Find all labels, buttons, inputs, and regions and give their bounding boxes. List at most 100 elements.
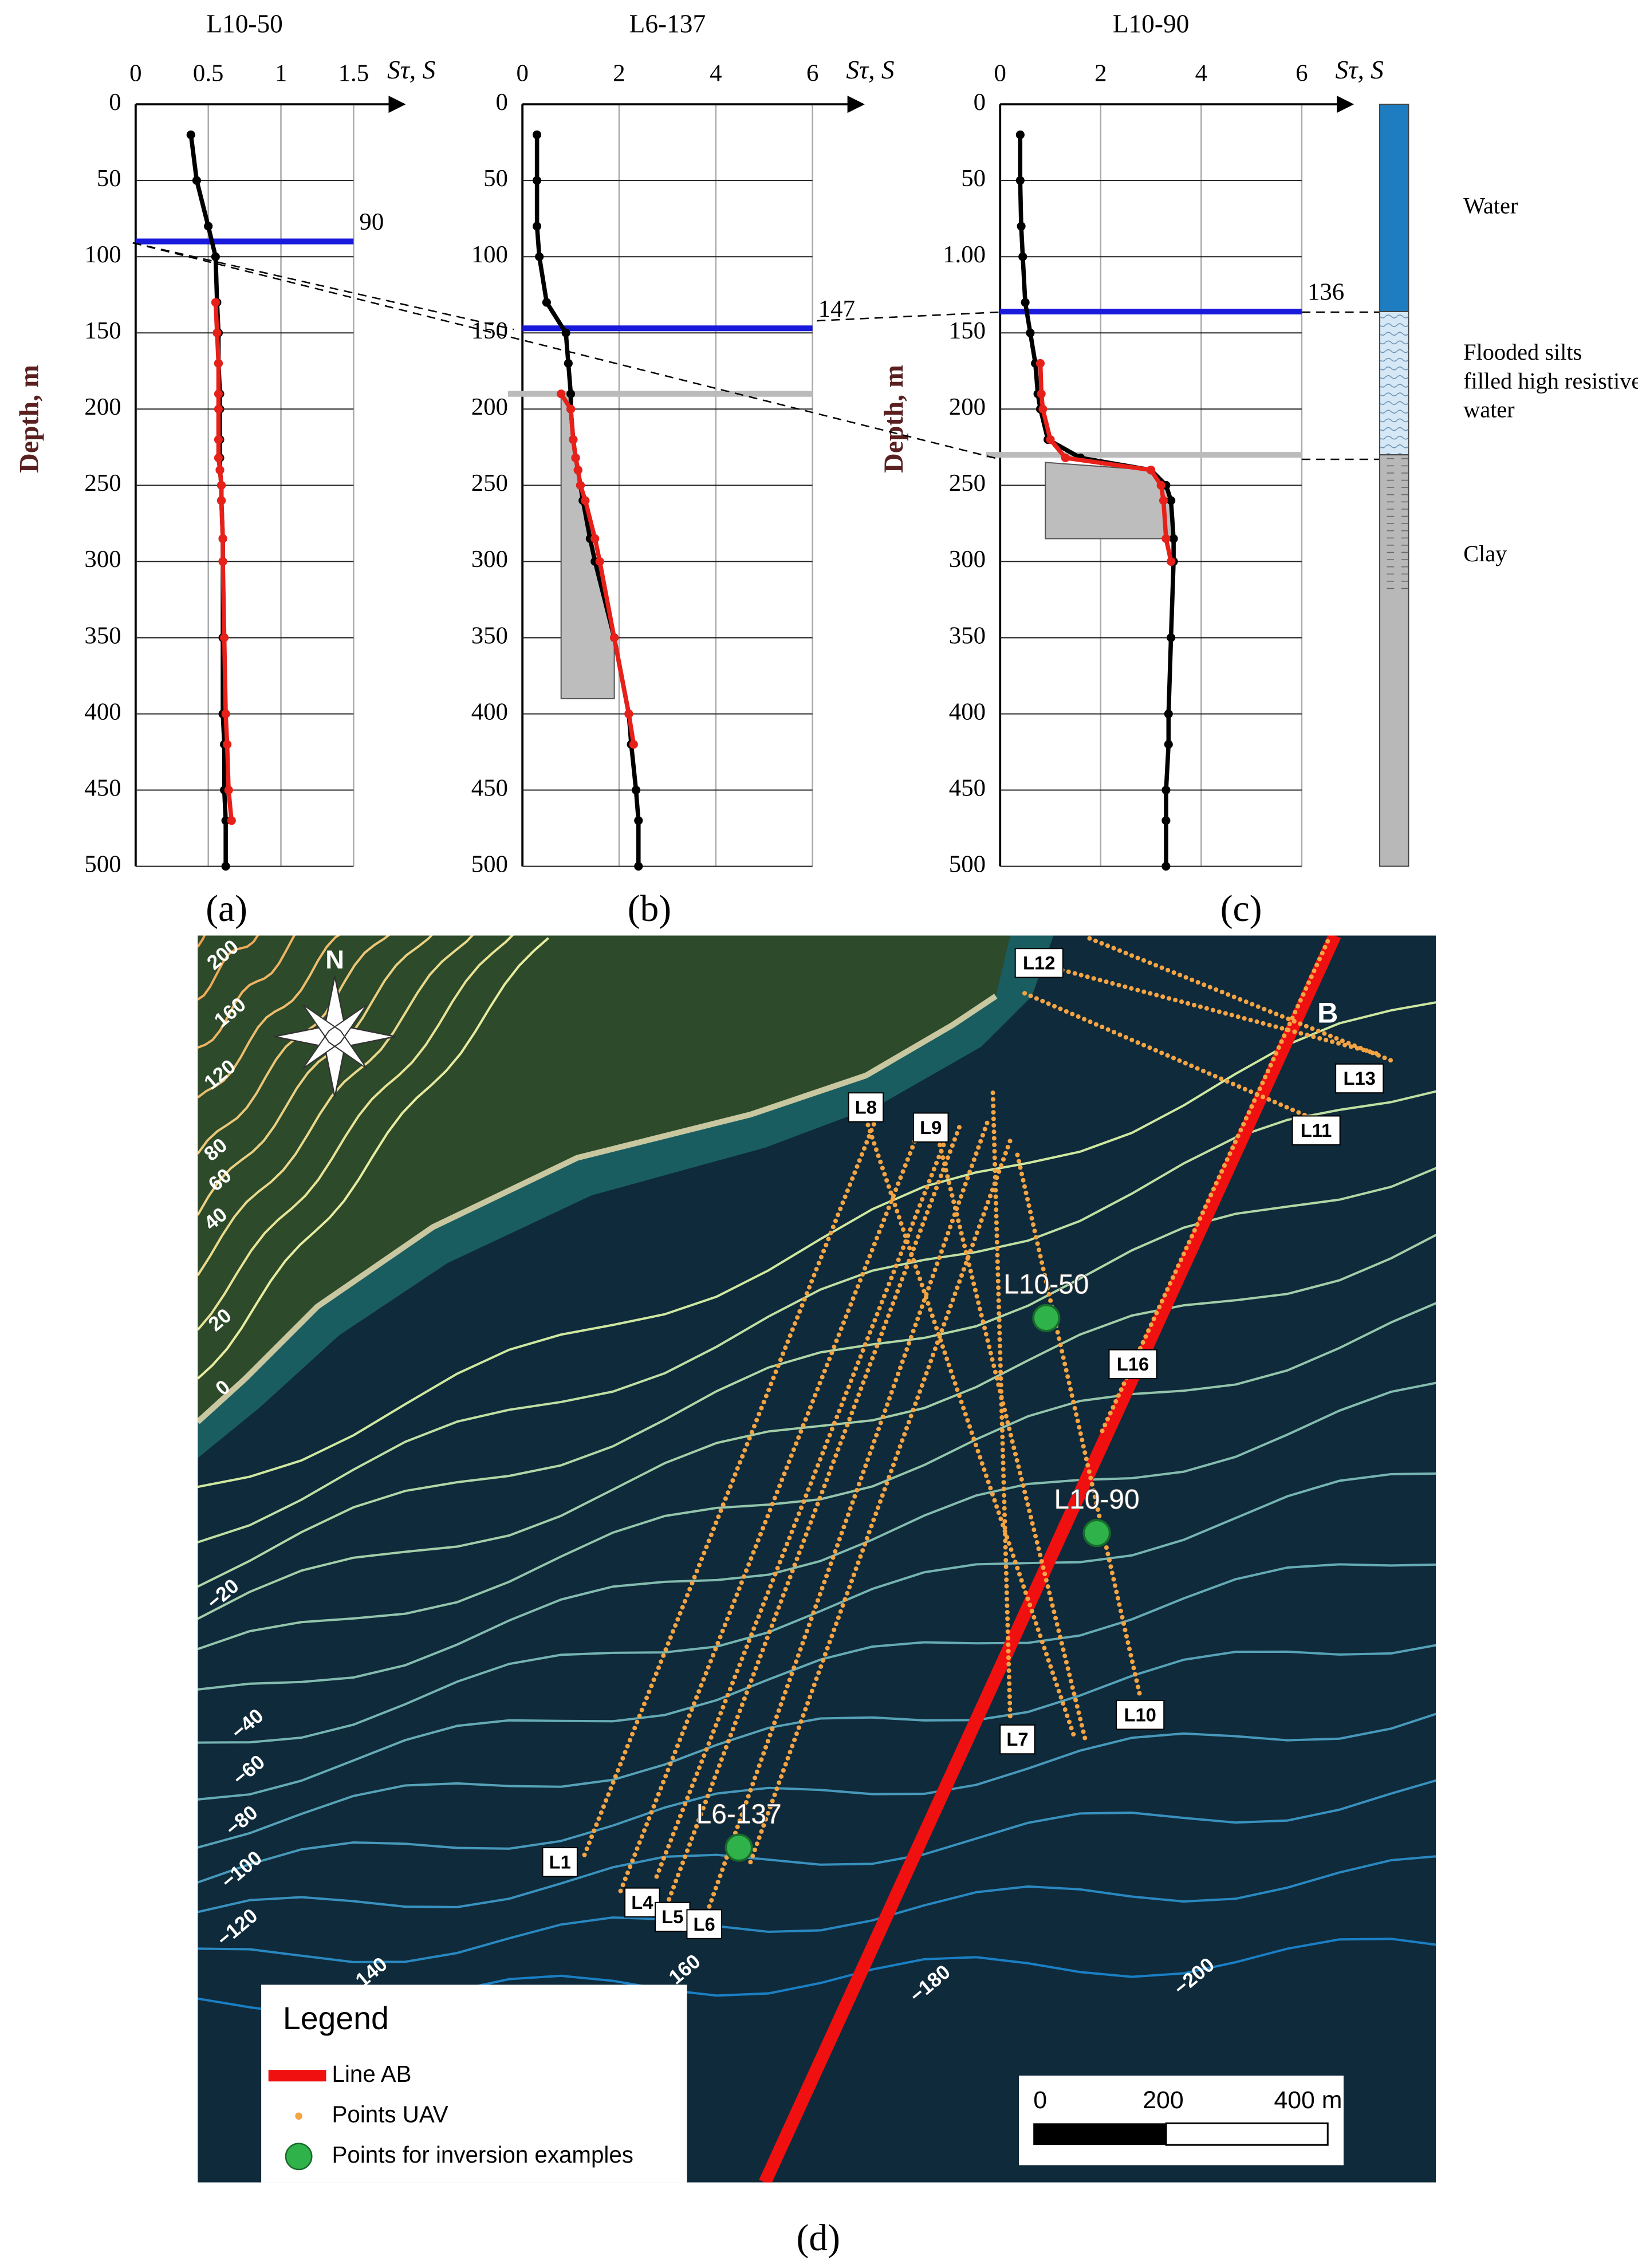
line-label: L10	[1124, 1704, 1156, 1725]
profile-point	[1038, 404, 1048, 414]
contour-line	[198, 935, 514, 1331]
y-tick-label: 500	[84, 850, 121, 877]
profile-point	[532, 222, 542, 231]
uav-points	[618, 1116, 926, 1893]
y-tick-label: 400	[84, 698, 121, 725]
profile-point	[214, 404, 223, 414]
profile-point	[1159, 496, 1168, 505]
correlation-line	[817, 311, 1001, 322]
profile-point	[1167, 557, 1176, 566]
profile-point	[1026, 328, 1035, 337]
legend-item: Points UAV	[332, 2101, 448, 2127]
profile-point	[1167, 496, 1176, 505]
y-tick-label: 500	[471, 850, 508, 877]
uav-points	[748, 1138, 1013, 1865]
profile-point	[1021, 298, 1030, 307]
profile-point	[227, 816, 236, 825]
y-tick-label: 450	[949, 774, 986, 801]
profile-point	[212, 328, 222, 337]
profile-point	[1167, 633, 1176, 642]
x-axis-label: Sτ, S	[387, 56, 435, 84]
y-tick-label: 200	[471, 393, 508, 420]
x-tick-label: 2	[613, 60, 625, 87]
profile-point	[631, 785, 641, 795]
line-label: L16	[1117, 1353, 1149, 1375]
profile-point	[1156, 481, 1166, 490]
x-tick-label: 1	[275, 60, 287, 87]
y-tick-label: 300	[949, 546, 986, 573]
profile-point	[1017, 222, 1026, 231]
y-tick-label: 50	[483, 165, 508, 192]
lithology-label: filled high resistive	[1463, 368, 1638, 393]
y-tick-label: 450	[84, 774, 121, 801]
uav-points	[863, 1116, 1078, 1742]
line-label: L12	[1023, 952, 1055, 974]
profile-point	[542, 298, 551, 307]
legend-item: Line AB	[332, 2061, 412, 2087]
correlation-line	[132, 242, 1001, 460]
y-tick-label: 50	[961, 165, 986, 192]
y-tick-label: 0	[109, 89, 121, 116]
map-overlay: 200160120806040200−20−40−60−80−100−12014…	[200, 935, 1384, 2183]
inversion-point	[1082, 1519, 1111, 1548]
profile-line	[559, 392, 636, 745]
x-tick-label: 0	[129, 60, 141, 87]
y-tick-label: 250	[471, 470, 508, 497]
profile-point	[211, 298, 220, 307]
inversion-point-label: L6-137	[696, 1799, 782, 1829]
panel-label: (d)	[797, 2218, 840, 2259]
scale-label: 0	[1033, 2086, 1047, 2114]
uav-points	[1087, 936, 1395, 1064]
profile-point	[1164, 709, 1173, 719]
line-label: L6	[694, 1913, 715, 1935]
contour-line	[198, 1644, 1436, 1849]
y-tick-label: 50	[97, 165, 121, 192]
line-label-box	[542, 1847, 578, 1877]
line-label-box	[848, 1092, 884, 1123]
profile-point	[624, 709, 633, 719]
line-label-box	[654, 1901, 691, 1932]
legend-swatch	[285, 2143, 313, 2171]
chart-title: L6-137	[629, 9, 706, 38]
profile-point	[573, 466, 582, 475]
line-label: L9	[920, 1117, 942, 1138]
north-arrow	[302, 1004, 367, 1069]
uav-points	[582, 1116, 879, 1857]
contour-line	[198, 935, 259, 1001]
north-label: N	[325, 945, 344, 974]
uav-points	[932, 1124, 1088, 1742]
y-tick-label: 400	[949, 698, 986, 725]
x-tick-label: 6	[806, 60, 818, 87]
profile-point	[223, 740, 232, 749]
x-tick-label: 0.5	[193, 60, 224, 87]
survey-lines	[582, 935, 1395, 2183]
line-label-box	[624, 1887, 660, 1918]
line-label: L11	[1301, 1120, 1332, 1141]
y-tick-label: 150	[84, 317, 121, 344]
line-label: L13	[1343, 1068, 1375, 1089]
profile-point	[214, 453, 223, 463]
scale-label: 200	[1143, 2086, 1183, 2114]
contour-line	[198, 935, 296, 1049]
y-axis-label: Depth, m	[14, 365, 44, 473]
profile-point	[218, 534, 227, 544]
scale-bar	[1033, 2123, 1167, 2145]
profile-point	[581, 496, 590, 505]
contour-line	[198, 935, 341, 1098]
lithology-pattern	[1379, 455, 1409, 592]
profile-point	[211, 252, 220, 261]
y-tick-label: 450	[471, 774, 508, 801]
profile-point	[221, 862, 230, 871]
y-tick-label: 300	[84, 546, 121, 573]
beach	[198, 994, 998, 1424]
profile-point	[595, 557, 604, 566]
line-label-box	[686, 1909, 722, 1939]
correlation-line	[132, 242, 514, 330]
profile-point	[535, 252, 544, 261]
profile-point	[1018, 252, 1027, 261]
uav-points	[654, 1138, 948, 1879]
line-label: L8	[855, 1097, 877, 1118]
contour-line	[198, 1712, 1436, 1884]
line-ab-end: B	[1317, 996, 1338, 1029]
contour-line	[198, 937, 549, 1380]
